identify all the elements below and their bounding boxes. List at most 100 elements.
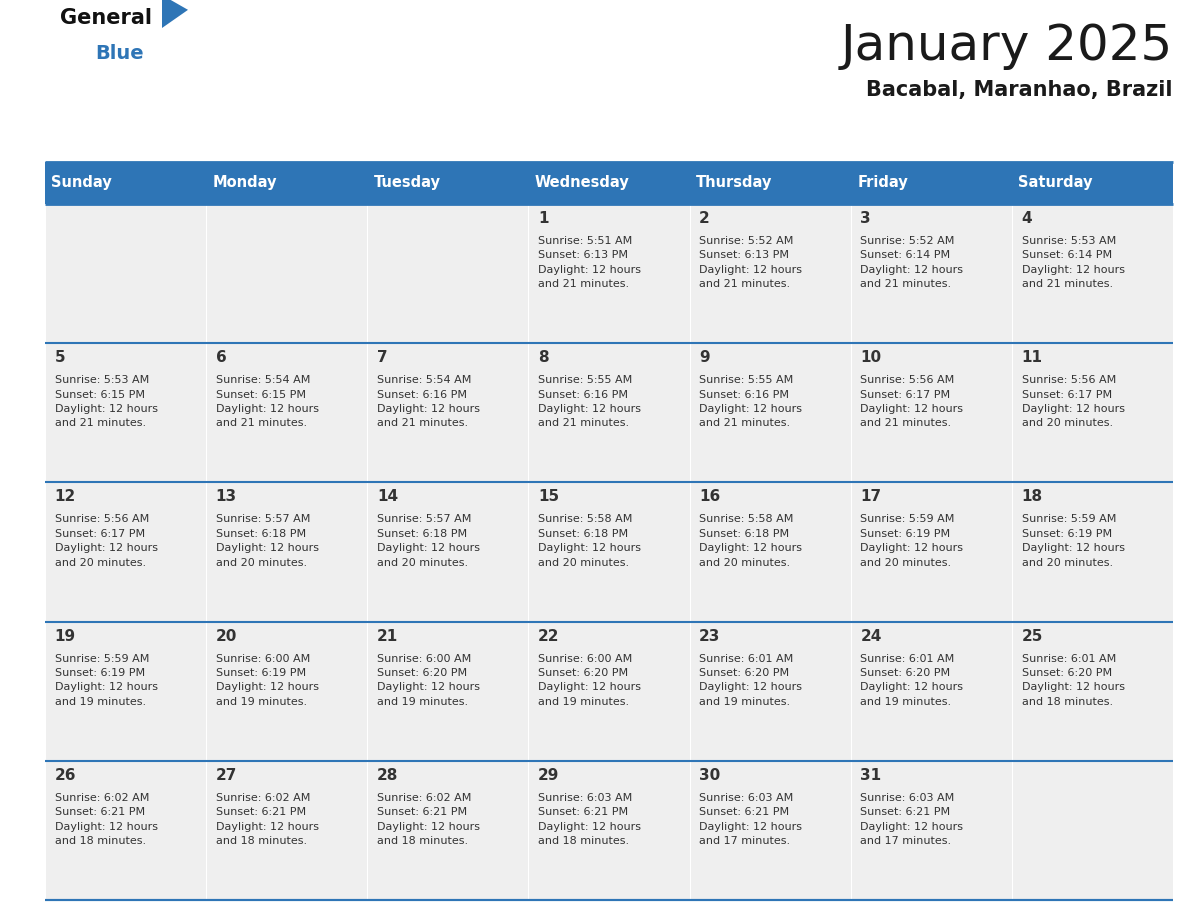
Bar xyxy=(689,761,851,900)
Text: 2: 2 xyxy=(700,211,710,226)
Text: General: General xyxy=(61,8,152,28)
Text: Sunrise: 6:01 AM
Sunset: 6:20 PM
Daylight: 12 hours
and 19 minutes.: Sunrise: 6:01 AM Sunset: 6:20 PM Dayligh… xyxy=(700,654,802,707)
Text: 28: 28 xyxy=(377,767,398,783)
Text: 26: 26 xyxy=(55,767,76,783)
Bar xyxy=(207,343,367,482)
Text: 25: 25 xyxy=(1022,629,1043,644)
Text: Friday: Friday xyxy=(858,175,908,191)
Text: Sunrise: 5:58 AM
Sunset: 6:18 PM
Daylight: 12 hours
and 20 minutes.: Sunrise: 5:58 AM Sunset: 6:18 PM Dayligh… xyxy=(700,514,802,567)
Bar xyxy=(529,761,689,900)
Bar xyxy=(45,761,207,900)
Text: 5: 5 xyxy=(55,350,65,365)
Bar xyxy=(529,621,689,761)
Text: 11: 11 xyxy=(1022,350,1043,365)
Text: 31: 31 xyxy=(860,767,881,783)
Text: Sunrise: 6:02 AM
Sunset: 6:21 PM
Daylight: 12 hours
and 18 minutes.: Sunrise: 6:02 AM Sunset: 6:21 PM Dayligh… xyxy=(377,793,480,846)
Text: 1: 1 xyxy=(538,211,549,226)
Text: Sunrise: 5:57 AM
Sunset: 6:18 PM
Daylight: 12 hours
and 20 minutes.: Sunrise: 5:57 AM Sunset: 6:18 PM Dayligh… xyxy=(377,514,480,567)
Text: Sunrise: 5:55 AM
Sunset: 6:16 PM
Daylight: 12 hours
and 21 minutes.: Sunrise: 5:55 AM Sunset: 6:16 PM Dayligh… xyxy=(538,375,642,429)
Text: Sunrise: 5:57 AM
Sunset: 6:18 PM
Daylight: 12 hours
and 20 minutes.: Sunrise: 5:57 AM Sunset: 6:18 PM Dayligh… xyxy=(216,514,318,567)
Text: Sunrise: 6:01 AM
Sunset: 6:20 PM
Daylight: 12 hours
and 19 minutes.: Sunrise: 6:01 AM Sunset: 6:20 PM Dayligh… xyxy=(860,654,963,707)
Text: Sunrise: 6:02 AM
Sunset: 6:21 PM
Daylight: 12 hours
and 18 minutes.: Sunrise: 6:02 AM Sunset: 6:21 PM Dayligh… xyxy=(216,793,318,846)
Bar xyxy=(45,343,207,482)
Text: Sunrise: 6:01 AM
Sunset: 6:20 PM
Daylight: 12 hours
and 18 minutes.: Sunrise: 6:01 AM Sunset: 6:20 PM Dayligh… xyxy=(1022,654,1125,707)
Text: 12: 12 xyxy=(55,489,76,504)
Text: Sunrise: 5:59 AM
Sunset: 6:19 PM
Daylight: 12 hours
and 20 minutes.: Sunrise: 5:59 AM Sunset: 6:19 PM Dayligh… xyxy=(860,514,963,567)
Text: 27: 27 xyxy=(216,767,238,783)
Bar xyxy=(851,343,1012,482)
Text: Sunrise: 5:52 AM
Sunset: 6:14 PM
Daylight: 12 hours
and 21 minutes.: Sunrise: 5:52 AM Sunset: 6:14 PM Dayligh… xyxy=(860,236,963,289)
Bar xyxy=(689,621,851,761)
Text: Sunrise: 5:55 AM
Sunset: 6:16 PM
Daylight: 12 hours
and 21 minutes.: Sunrise: 5:55 AM Sunset: 6:16 PM Dayligh… xyxy=(700,375,802,429)
Bar xyxy=(367,621,529,761)
Text: Sunrise: 5:51 AM
Sunset: 6:13 PM
Daylight: 12 hours
and 21 minutes.: Sunrise: 5:51 AM Sunset: 6:13 PM Dayligh… xyxy=(538,236,642,289)
Text: Sunrise: 5:56 AM
Sunset: 6:17 PM
Daylight: 12 hours
and 21 minutes.: Sunrise: 5:56 AM Sunset: 6:17 PM Dayligh… xyxy=(860,375,963,429)
Bar xyxy=(529,343,689,482)
Polygon shape xyxy=(162,0,188,28)
Bar xyxy=(45,621,207,761)
Text: Sunday: Sunday xyxy=(51,175,112,191)
Text: 6: 6 xyxy=(216,350,227,365)
Text: Sunrise: 5:59 AM
Sunset: 6:19 PM
Daylight: 12 hours
and 19 minutes.: Sunrise: 5:59 AM Sunset: 6:19 PM Dayligh… xyxy=(55,654,158,707)
Bar xyxy=(689,343,851,482)
Text: Sunrise: 5:56 AM
Sunset: 6:17 PM
Daylight: 12 hours
and 20 minutes.: Sunrise: 5:56 AM Sunset: 6:17 PM Dayligh… xyxy=(55,514,158,567)
Text: Sunrise: 6:03 AM
Sunset: 6:21 PM
Daylight: 12 hours
and 18 minutes.: Sunrise: 6:03 AM Sunset: 6:21 PM Dayligh… xyxy=(538,793,642,846)
Bar xyxy=(1012,761,1173,900)
Text: 15: 15 xyxy=(538,489,560,504)
Bar xyxy=(1012,204,1173,343)
Text: 19: 19 xyxy=(55,629,76,644)
Bar xyxy=(367,482,529,621)
Text: Sunrise: 6:03 AM
Sunset: 6:21 PM
Daylight: 12 hours
and 17 minutes.: Sunrise: 6:03 AM Sunset: 6:21 PM Dayligh… xyxy=(700,793,802,846)
Text: 16: 16 xyxy=(700,489,720,504)
Text: Blue: Blue xyxy=(95,44,144,63)
Bar xyxy=(529,204,689,343)
Text: 9: 9 xyxy=(700,350,710,365)
Text: Sunrise: 5:56 AM
Sunset: 6:17 PM
Daylight: 12 hours
and 20 minutes.: Sunrise: 5:56 AM Sunset: 6:17 PM Dayligh… xyxy=(1022,375,1125,429)
Bar xyxy=(45,204,207,343)
Text: 23: 23 xyxy=(700,629,721,644)
Text: Sunrise: 5:54 AM
Sunset: 6:15 PM
Daylight: 12 hours
and 21 minutes.: Sunrise: 5:54 AM Sunset: 6:15 PM Dayligh… xyxy=(216,375,318,429)
Text: 14: 14 xyxy=(377,489,398,504)
Text: 17: 17 xyxy=(860,489,881,504)
Bar xyxy=(207,204,367,343)
Text: 13: 13 xyxy=(216,489,236,504)
Bar xyxy=(367,761,529,900)
Text: Sunrise: 6:00 AM
Sunset: 6:20 PM
Daylight: 12 hours
and 19 minutes.: Sunrise: 6:00 AM Sunset: 6:20 PM Dayligh… xyxy=(538,654,642,707)
Text: 4: 4 xyxy=(1022,211,1032,226)
Bar xyxy=(1012,621,1173,761)
Text: Sunrise: 5:53 AM
Sunset: 6:15 PM
Daylight: 12 hours
and 21 minutes.: Sunrise: 5:53 AM Sunset: 6:15 PM Dayligh… xyxy=(55,375,158,429)
Text: January 2025: January 2025 xyxy=(841,22,1173,70)
Bar xyxy=(367,343,529,482)
Bar xyxy=(207,482,367,621)
Bar xyxy=(367,204,529,343)
Text: 21: 21 xyxy=(377,629,398,644)
Text: Sunrise: 6:00 AM
Sunset: 6:20 PM
Daylight: 12 hours
and 19 minutes.: Sunrise: 6:00 AM Sunset: 6:20 PM Dayligh… xyxy=(377,654,480,707)
Text: 3: 3 xyxy=(860,211,871,226)
Bar xyxy=(207,761,367,900)
Text: 22: 22 xyxy=(538,629,560,644)
Text: 24: 24 xyxy=(860,629,881,644)
Text: Sunrise: 6:02 AM
Sunset: 6:21 PM
Daylight: 12 hours
and 18 minutes.: Sunrise: 6:02 AM Sunset: 6:21 PM Dayligh… xyxy=(55,793,158,846)
Text: 18: 18 xyxy=(1022,489,1043,504)
Text: Sunrise: 5:59 AM
Sunset: 6:19 PM
Daylight: 12 hours
and 20 minutes.: Sunrise: 5:59 AM Sunset: 6:19 PM Dayligh… xyxy=(1022,514,1125,567)
Text: 20: 20 xyxy=(216,629,238,644)
Bar xyxy=(851,621,1012,761)
Text: 10: 10 xyxy=(860,350,881,365)
Text: Saturday: Saturday xyxy=(1018,175,1093,191)
Text: Sunrise: 6:03 AM
Sunset: 6:21 PM
Daylight: 12 hours
and 17 minutes.: Sunrise: 6:03 AM Sunset: 6:21 PM Dayligh… xyxy=(860,793,963,846)
Bar xyxy=(689,482,851,621)
Text: Sunrise: 5:58 AM
Sunset: 6:18 PM
Daylight: 12 hours
and 20 minutes.: Sunrise: 5:58 AM Sunset: 6:18 PM Dayligh… xyxy=(538,514,642,567)
Text: 30: 30 xyxy=(700,767,720,783)
Bar xyxy=(529,482,689,621)
Text: 29: 29 xyxy=(538,767,560,783)
Bar xyxy=(689,204,851,343)
Text: Sunrise: 5:54 AM
Sunset: 6:16 PM
Daylight: 12 hours
and 21 minutes.: Sunrise: 5:54 AM Sunset: 6:16 PM Dayligh… xyxy=(377,375,480,429)
Text: Bacabal, Maranhao, Brazil: Bacabal, Maranhao, Brazil xyxy=(866,80,1173,100)
Bar xyxy=(851,204,1012,343)
Text: 8: 8 xyxy=(538,350,549,365)
Text: Sunrise: 5:52 AM
Sunset: 6:13 PM
Daylight: 12 hours
and 21 minutes.: Sunrise: 5:52 AM Sunset: 6:13 PM Dayligh… xyxy=(700,236,802,289)
Text: Monday: Monday xyxy=(213,175,277,191)
Bar xyxy=(45,162,1173,204)
Text: Sunrise: 6:00 AM
Sunset: 6:19 PM
Daylight: 12 hours
and 19 minutes.: Sunrise: 6:00 AM Sunset: 6:19 PM Dayligh… xyxy=(216,654,318,707)
Text: Tuesday: Tuesday xyxy=(374,175,441,191)
